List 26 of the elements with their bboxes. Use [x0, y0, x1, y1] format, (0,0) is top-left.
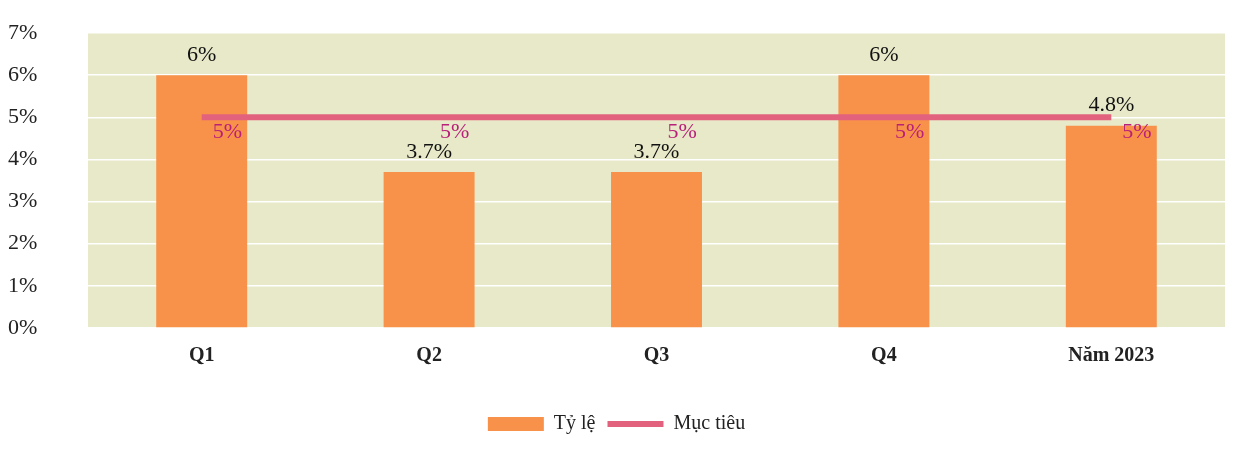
bar	[838, 75, 930, 328]
legend-label: Tỷ lệ	[553, 411, 596, 435]
y-tick-label: 1%	[8, 271, 38, 297]
data-label: 4.8%	[1088, 91, 1135, 117]
y-tick-label: 3%	[8, 187, 38, 213]
data-label: 6%	[869, 40, 899, 66]
x-tick-label: Q2	[416, 343, 442, 366]
legend-label: Mục tiêu	[673, 411, 746, 434]
x-tick-label: Q1	[188, 343, 215, 366]
bar	[1065, 125, 1157, 328]
bar	[383, 172, 475, 328]
y-tick-label: 5%	[8, 103, 38, 129]
data-label: 5%	[212, 118, 243, 144]
y-tick-label: 0%	[8, 313, 38, 339]
data-label: 5%	[1122, 118, 1152, 144]
y-tick-label: 7%	[8, 18, 38, 44]
x-tick-label: Năm 2023	[1068, 343, 1155, 366]
y-tick-label: 4%	[8, 145, 38, 171]
y-tick-label: 6%	[8, 60, 38, 86]
x-tick-label: Q4	[871, 343, 897, 366]
data-label: 5%	[894, 118, 925, 144]
bar	[156, 75, 248, 328]
bar	[611, 172, 702, 328]
data-label: 6%	[187, 40, 217, 66]
x-tick-label: Q3	[643, 343, 670, 366]
y-tick-label: 2%	[8, 229, 38, 255]
